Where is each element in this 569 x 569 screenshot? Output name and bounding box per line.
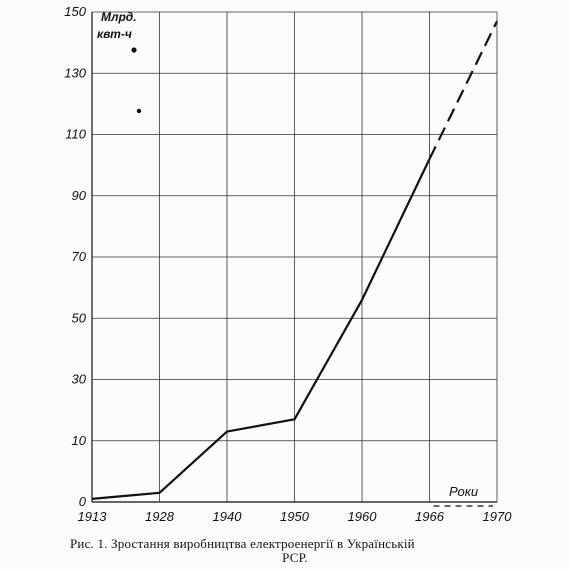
x-tick-label: 1960 — [348, 509, 378, 524]
production-line — [91, 158, 431, 500]
grid — [91, 11, 498, 503]
caption-line2: РСР. — [282, 550, 308, 565]
ink-speck — [136, 108, 142, 114]
x-tick-label: 1966 — [415, 509, 445, 524]
y-tick-label: 10 — [72, 433, 87, 448]
x-tick-label: 1913 — [78, 509, 108, 524]
y-tick-label: 130 — [64, 65, 86, 80]
x-axis-label: Роки — [449, 484, 478, 499]
y-tick-labels: 0 10 30 50 70 90 110 130 150 — [64, 4, 86, 509]
y-axis-unit-line1: Млрд. — [101, 10, 137, 24]
x-tick-labels: 1913 1928 1940 1950 1960 1966 1970 — [78, 509, 513, 524]
ink-speck — [131, 47, 137, 53]
x-tick-label: 1950 — [280, 509, 310, 524]
x-tick-label: 1928 — [145, 509, 175, 524]
caption-line1: Рис. 1. Зростання виробництва електроене… — [70, 536, 415, 551]
y-tick-label: 150 — [64, 4, 86, 19]
y-tick-label: 30 — [72, 372, 87, 387]
series-lines — [91, 20, 498, 507]
y-axis-unit-line2: квт-ч — [97, 27, 132, 41]
x-tick-label: 1970 — [483, 509, 513, 524]
y-tick-label: 50 — [72, 310, 87, 325]
y-tick-label: 70 — [72, 249, 87, 264]
x-tick-label: 1940 — [213, 509, 243, 524]
y-tick-label: 90 — [72, 188, 87, 203]
forecast-line — [428, 20, 498, 160]
y-tick-label: 110 — [65, 127, 86, 142]
y-tick-label: 0 — [79, 494, 87, 509]
figure-caption: Рис. 1. Зростання виробництва електроене… — [70, 537, 530, 565]
